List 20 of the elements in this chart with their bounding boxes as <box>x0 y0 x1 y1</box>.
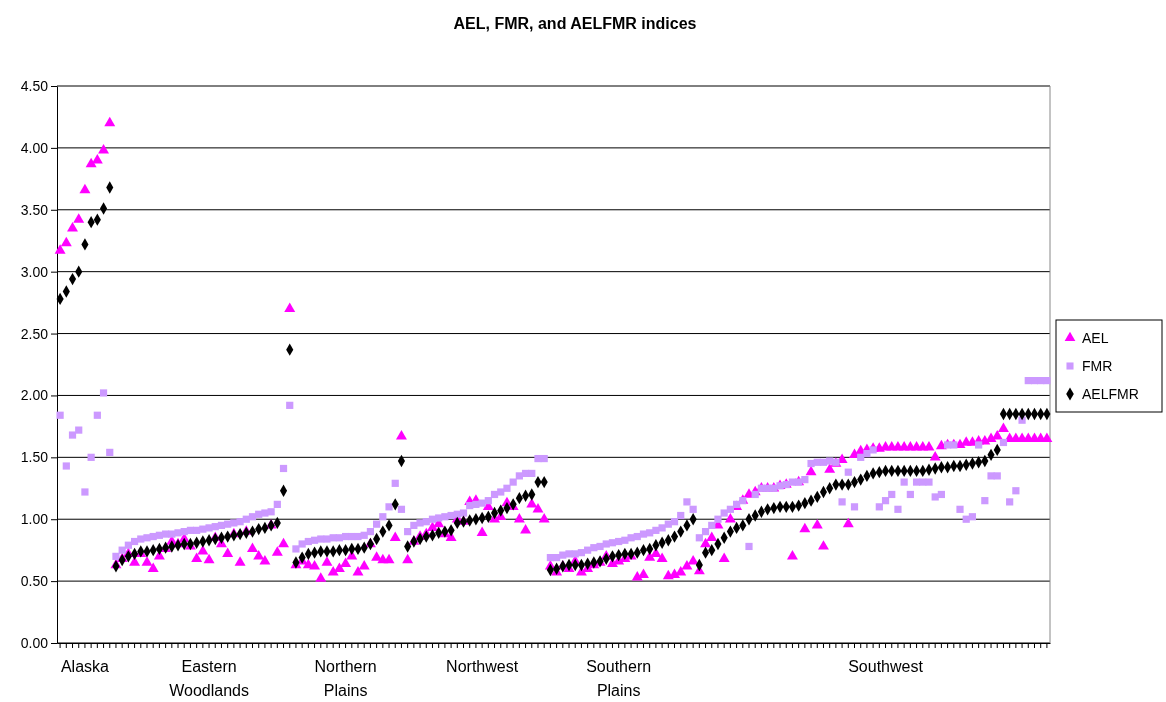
y-tick-label: 4.50 <box>20 77 49 94</box>
y-tick-label: 4.00 <box>20 139 49 156</box>
y-tick-label: 1.00 <box>20 511 49 528</box>
y-tick-label: 1.50 <box>20 449 49 466</box>
y-tick-label: 3.50 <box>20 201 49 218</box>
y-tick-label: 3.00 <box>20 263 49 280</box>
x-tick-label: Northwest <box>446 657 519 675</box>
x-tick-label: Southwest <box>848 657 924 675</box>
y-tick-label: 0.00 <box>20 634 49 651</box>
x-tick-label: Northern Plains <box>314 657 377 699</box>
chart-title: AEL, FMR, and AELFMR indices <box>453 15 697 32</box>
y-tick-label: 2.50 <box>20 325 49 342</box>
x-tick-label: Eastern Woodlands <box>169 657 249 699</box>
legend-label: AELFMR <box>1082 385 1139 402</box>
y-tick-label: 0.50 <box>20 573 49 590</box>
legend-label: FMR <box>1082 357 1113 374</box>
legend-label: AEL <box>1082 329 1109 346</box>
x-tick-label: Alaska <box>60 657 110 675</box>
y-tick-label: 2.00 <box>20 387 49 404</box>
x-tick-label: Southern Plains <box>586 657 652 699</box>
